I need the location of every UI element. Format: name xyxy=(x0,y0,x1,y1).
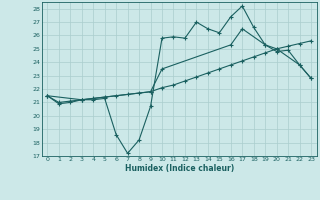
X-axis label: Humidex (Indice chaleur): Humidex (Indice chaleur) xyxy=(124,164,234,173)
